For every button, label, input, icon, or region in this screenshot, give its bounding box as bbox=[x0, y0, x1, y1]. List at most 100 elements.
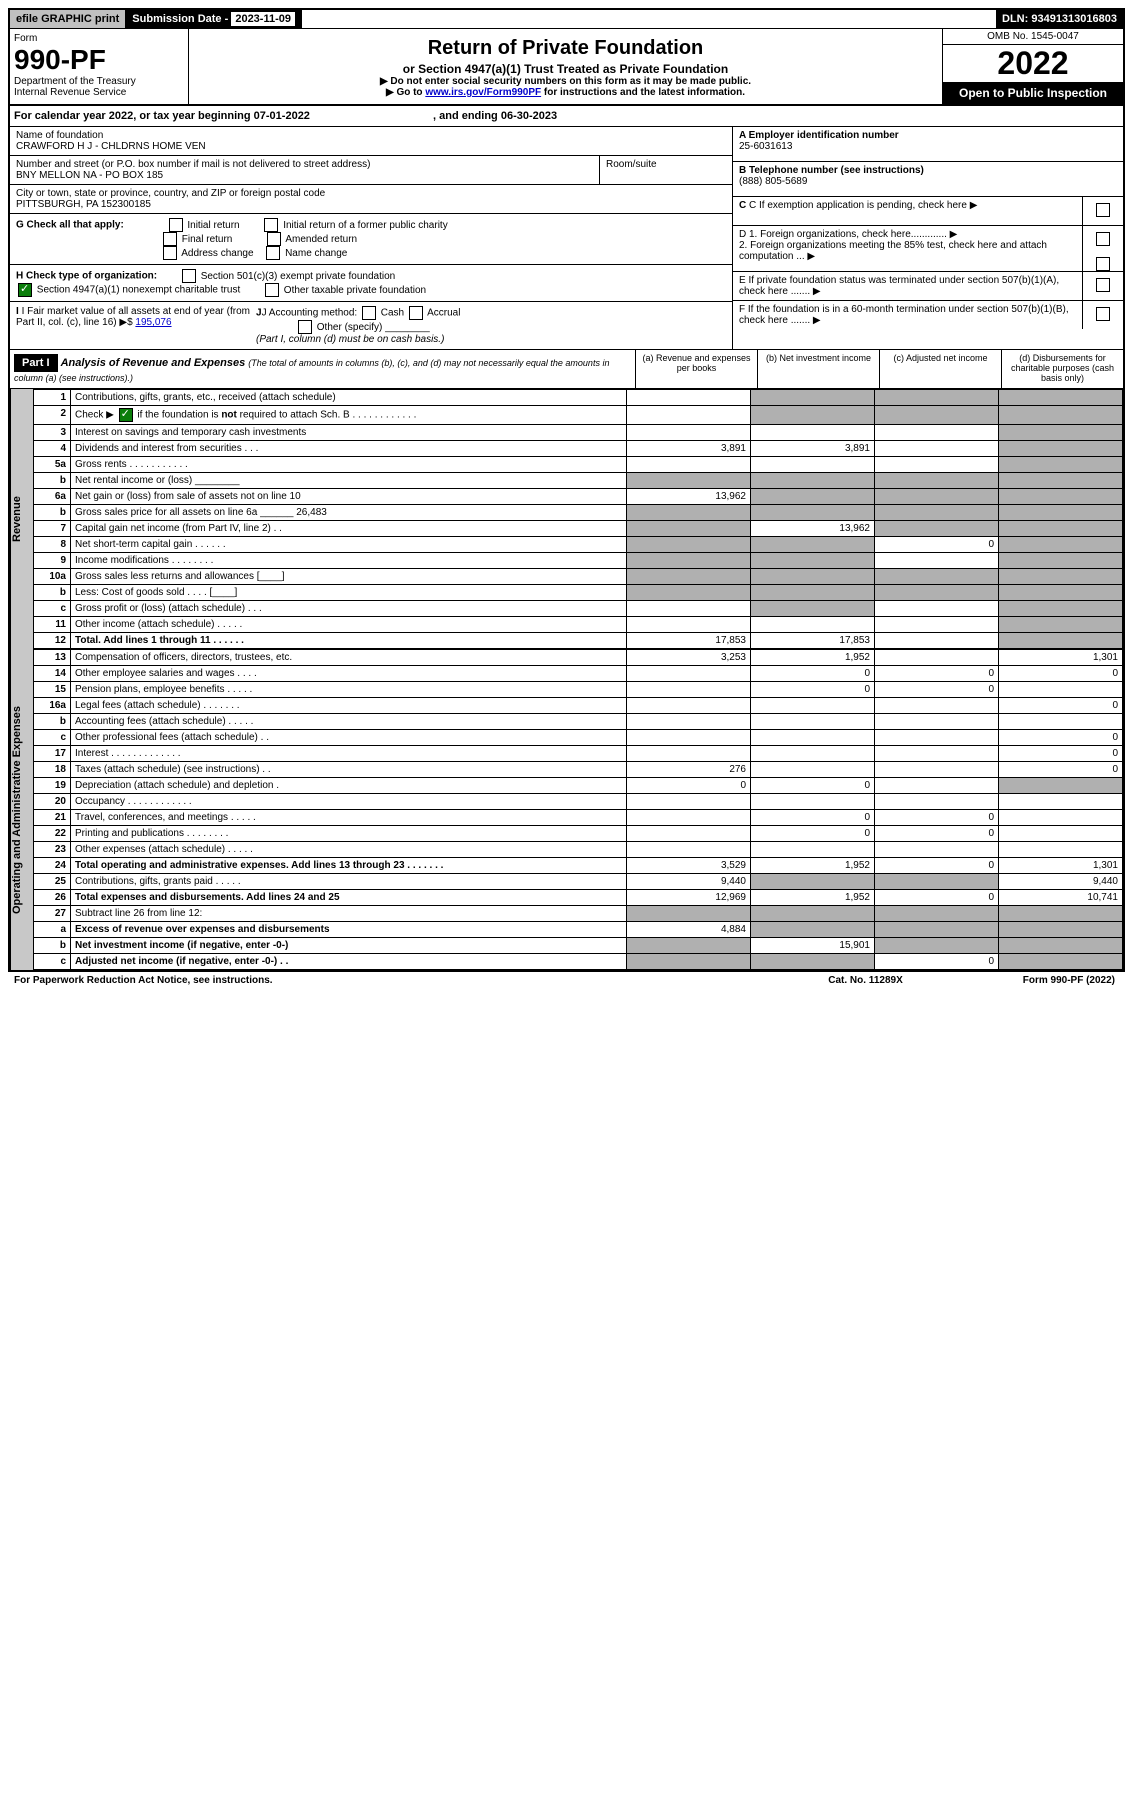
cell-c bbox=[875, 922, 999, 938]
row-desc: Total expenses and disbursements. Add li… bbox=[71, 890, 627, 906]
row-number: 6a bbox=[34, 489, 71, 505]
table-row: 12Total. Add lines 1 through 11 . . . . … bbox=[34, 633, 1123, 649]
cell-b bbox=[751, 874, 875, 890]
table-row: 27Subtract line 26 from line 12: bbox=[34, 906, 1123, 922]
form-note1: ▶ Do not enter social security numbers o… bbox=[195, 76, 936, 87]
irs-link[interactable]: www.irs.gov/Form990PF bbox=[425, 87, 541, 98]
cell-c bbox=[875, 489, 999, 505]
cell-c bbox=[875, 441, 999, 457]
cell-a: 3,529 bbox=[627, 858, 751, 874]
irs-label: Internal Revenue Service bbox=[14, 87, 184, 98]
row-desc: Dividends and interest from securities .… bbox=[71, 441, 627, 457]
city-value: PITTSBURGH, PA 152300185 bbox=[16, 199, 726, 210]
501c3-checkbox[interactable] bbox=[182, 269, 196, 283]
room-suite-label: Room/suite bbox=[599, 156, 732, 184]
initial-return-checkbox[interactable] bbox=[169, 218, 183, 232]
row-number: c bbox=[34, 601, 71, 617]
row-number: 19 bbox=[34, 778, 71, 794]
info-right-col: A Employer identification number 25-6031… bbox=[732, 127, 1123, 349]
table-row: 8Net short-term capital gain . . . . . .… bbox=[34, 537, 1123, 553]
cell-a bbox=[627, 553, 751, 569]
d1-checkbox[interactable] bbox=[1096, 232, 1110, 246]
table-row: 19Depreciation (attach schedule) and dep… bbox=[34, 778, 1123, 794]
amended-return-checkbox[interactable] bbox=[267, 232, 281, 246]
cell-a bbox=[627, 906, 751, 922]
cell-a bbox=[627, 585, 751, 601]
table-row: cGross profit or (loss) (attach schedule… bbox=[34, 601, 1123, 617]
cell-c: 0 bbox=[875, 954, 999, 970]
table-row: 4Dividends and interest from securities … bbox=[34, 441, 1123, 457]
table-row: 25Contributions, gifts, grants paid . . … bbox=[34, 874, 1123, 890]
row-number: 11 bbox=[34, 617, 71, 633]
address-value: BNY MELLON NA - PO BOX 185 bbox=[16, 170, 593, 181]
cell-b bbox=[751, 922, 875, 938]
cell-d: 0 bbox=[999, 762, 1123, 778]
cell-b bbox=[751, 585, 875, 601]
foundation-name-label: Name of foundation bbox=[16, 130, 726, 141]
h-501c3: Section 501(c)(3) exempt private foundat… bbox=[201, 271, 396, 282]
cell-b bbox=[751, 746, 875, 762]
g-check-section: G Check all that apply: Initial return I… bbox=[10, 214, 732, 265]
table-row: 10aGross sales less returns and allowanc… bbox=[34, 569, 1123, 585]
g-initial-former: Initial return of a former public charit… bbox=[283, 220, 448, 231]
cell-c bbox=[875, 425, 999, 441]
row-number: a bbox=[34, 922, 71, 938]
cell-c bbox=[875, 585, 999, 601]
cell-a bbox=[627, 601, 751, 617]
j-cash: Cash bbox=[381, 308, 404, 319]
initial-former-checkbox[interactable] bbox=[264, 218, 278, 232]
cell-b bbox=[751, 601, 875, 617]
cash-checkbox[interactable] bbox=[362, 306, 376, 320]
fmv-link[interactable]: 195,076 bbox=[135, 317, 171, 328]
h-4947: Section 4947(a)(1) nonexempt charitable … bbox=[37, 285, 240, 296]
revenue-section: Revenue 1Contributions, gifts, grants, e… bbox=[10, 389, 1123, 649]
cell-d: 0 bbox=[999, 666, 1123, 682]
table-row: 16aLegal fees (attach schedule) . . . . … bbox=[34, 698, 1123, 714]
part1-title: Analysis of Revenue and Expenses bbox=[61, 357, 246, 369]
row-number: 18 bbox=[34, 762, 71, 778]
cell-d: 9,440 bbox=[999, 874, 1123, 890]
g-address: Address change bbox=[181, 248, 253, 259]
schb-checkbox[interactable] bbox=[119, 408, 133, 422]
efile-print-button[interactable]: efile GRAPHIC print bbox=[10, 10, 126, 28]
address-change-checkbox[interactable] bbox=[163, 246, 177, 260]
other-taxable-checkbox[interactable] bbox=[265, 283, 279, 297]
expenses-side-label: Operating and Administrative Expenses bbox=[10, 649, 33, 970]
cell-d bbox=[999, 457, 1123, 473]
calyear-end: 06-30-2023 bbox=[501, 110, 557, 122]
other-method-checkbox[interactable] bbox=[298, 320, 312, 334]
row-desc: Accounting fees (attach schedule) . . . … bbox=[71, 714, 627, 730]
note2-post: for instructions and the latest informat… bbox=[541, 87, 745, 98]
table-row: 13Compensation of officers, directors, t… bbox=[34, 650, 1123, 666]
table-row: 1Contributions, gifts, grants, etc., rec… bbox=[34, 390, 1123, 406]
4947-checkbox[interactable] bbox=[18, 283, 32, 297]
header-left: Form 990-PF Department of the Treasury I… bbox=[10, 29, 189, 104]
c-checkbox[interactable] bbox=[1096, 203, 1110, 217]
cell-c bbox=[875, 842, 999, 858]
h-label: H Check type of organization: bbox=[16, 271, 157, 282]
cell-a bbox=[627, 457, 751, 473]
address-label: Number and street (or P.O. box number if… bbox=[16, 159, 593, 170]
row-desc: Pension plans, employee benefits . . . .… bbox=[71, 682, 627, 698]
f-checkbox[interactable] bbox=[1096, 307, 1110, 321]
row-number: c bbox=[34, 730, 71, 746]
row-desc: Interest . . . . . . . . . . . . . bbox=[71, 746, 627, 762]
row-desc: Net investment income (if negative, ente… bbox=[71, 938, 627, 954]
cell-b bbox=[751, 537, 875, 553]
cell-d bbox=[999, 521, 1123, 537]
cell-d: 10,741 bbox=[999, 890, 1123, 906]
cell-b: 1,952 bbox=[751, 890, 875, 906]
e-checkbox[interactable] bbox=[1096, 278, 1110, 292]
cell-a bbox=[627, 730, 751, 746]
table-row: 22Printing and publications . . . . . . … bbox=[34, 826, 1123, 842]
cell-a: 13,962 bbox=[627, 489, 751, 505]
cell-c bbox=[875, 762, 999, 778]
final-return-checkbox[interactable] bbox=[163, 232, 177, 246]
form-title: Return of Private Foundation bbox=[195, 37, 936, 60]
name-change-checkbox[interactable] bbox=[266, 246, 280, 260]
d2-checkbox[interactable] bbox=[1096, 257, 1110, 271]
row-desc: Net rental income or (loss) ________ bbox=[71, 473, 627, 489]
row-desc: Taxes (attach schedule) (see instruction… bbox=[71, 762, 627, 778]
accrual-checkbox[interactable] bbox=[409, 306, 423, 320]
g-final: Final return bbox=[182, 234, 233, 245]
